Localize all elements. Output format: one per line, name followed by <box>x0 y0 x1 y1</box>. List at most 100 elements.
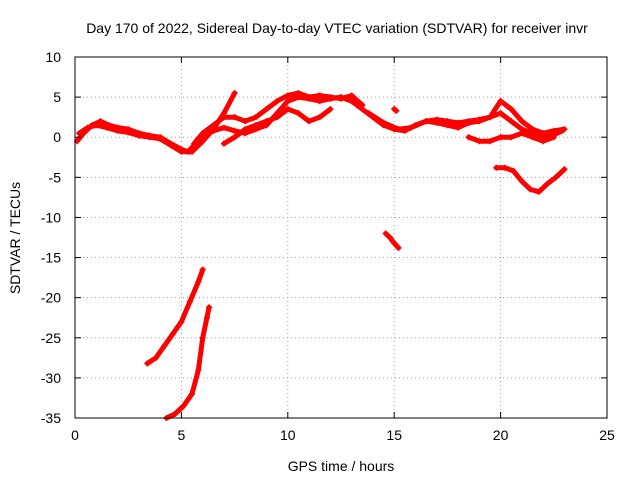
data-point <box>93 122 100 129</box>
data-point <box>206 304 213 311</box>
data-point <box>186 298 193 305</box>
data-point <box>561 126 568 133</box>
data-point <box>274 98 281 105</box>
data-point <box>561 166 568 173</box>
data-point <box>550 127 557 134</box>
data-point <box>348 92 355 99</box>
series-track-f <box>365 98 568 137</box>
data-point <box>191 140 198 147</box>
data-point <box>178 318 185 325</box>
data-point <box>189 390 196 397</box>
y-axis-ticks: -35 -30 -25 -20 -15 -10 -5 0 5 10 <box>41 49 607 426</box>
data-point <box>167 142 174 149</box>
data-point <box>486 114 493 121</box>
data-point <box>508 134 515 141</box>
data-point <box>220 140 227 147</box>
series-track-b <box>76 122 193 155</box>
data-point <box>493 164 500 171</box>
data-point <box>84 124 91 131</box>
data-point <box>550 134 557 141</box>
data-point <box>316 114 323 121</box>
data-point <box>242 118 249 125</box>
data-point <box>263 106 270 113</box>
data-point <box>391 240 398 247</box>
data-point <box>510 167 517 174</box>
data-point <box>552 174 559 181</box>
data-point <box>518 130 525 137</box>
y-tick-label: -35 <box>41 410 61 426</box>
data-point <box>295 110 302 117</box>
data-point <box>465 119 472 126</box>
data-point <box>365 110 372 117</box>
data-point <box>527 186 534 193</box>
data-point <box>263 118 270 125</box>
data-point <box>476 138 483 145</box>
data-point <box>146 134 153 141</box>
data-point <box>501 164 508 171</box>
x-tick-label: 15 <box>386 427 402 443</box>
data-point <box>306 118 313 125</box>
y-tick-label: 10 <box>45 49 61 65</box>
series-track-g <box>465 130 557 145</box>
data-point <box>252 122 259 129</box>
series-track-j <box>382 230 402 251</box>
data-point <box>180 402 187 409</box>
data-point <box>199 138 206 145</box>
data-point <box>231 114 238 121</box>
series-track-a <box>74 94 566 155</box>
data-point <box>284 106 291 113</box>
data-point <box>199 266 206 273</box>
data-point <box>178 148 185 155</box>
data-point <box>274 114 281 121</box>
x-tick-label: 20 <box>493 427 509 443</box>
data-point <box>408 124 415 131</box>
series-track-d <box>191 90 366 147</box>
data-point <box>76 130 83 137</box>
data-point <box>348 98 355 105</box>
series-track-l <box>163 304 213 421</box>
series-track-i <box>391 106 400 114</box>
grid <box>75 57 607 418</box>
data-point <box>152 354 159 361</box>
data-point <box>284 92 291 99</box>
data-point <box>97 118 104 125</box>
y-tick-label: -25 <box>41 330 61 346</box>
data-point <box>455 124 462 131</box>
data-point <box>338 95 344 102</box>
data-point <box>157 135 164 142</box>
data-point <box>465 134 472 141</box>
series-trace <box>383 231 401 251</box>
y-tick-label: -30 <box>41 370 61 386</box>
data-point <box>316 92 323 99</box>
data-point <box>423 118 430 125</box>
data-point <box>386 234 393 241</box>
x-tick-label: 0 <box>71 427 79 443</box>
data-point <box>395 244 402 251</box>
data-point <box>103 124 110 131</box>
data-point <box>220 114 227 121</box>
chart-title: Day 170 of 2022, Sidereal Day-to-day VTE… <box>86 20 588 36</box>
data-point <box>433 119 440 126</box>
data-point <box>199 130 206 137</box>
data-point <box>544 180 551 187</box>
data-point <box>508 118 515 125</box>
data-point <box>242 126 249 133</box>
data-point <box>231 134 238 141</box>
data-point <box>444 122 451 129</box>
series-trace <box>144 267 206 366</box>
series-track-k <box>144 266 206 367</box>
data-point <box>189 148 196 155</box>
data-point <box>380 119 387 126</box>
data-point <box>518 118 525 125</box>
y-axis-label: SDTVAR / TECUs <box>7 182 23 294</box>
data-point <box>306 94 313 101</box>
data-point <box>231 90 238 97</box>
data-point <box>114 127 121 134</box>
data-point <box>172 410 179 417</box>
x-axis-label: GPS time / hours <box>288 458 395 474</box>
y-tick-label: -20 <box>41 290 61 306</box>
data-point <box>486 138 493 145</box>
y-tick-label: -10 <box>41 209 61 225</box>
y-tick-label: -5 <box>49 169 62 185</box>
